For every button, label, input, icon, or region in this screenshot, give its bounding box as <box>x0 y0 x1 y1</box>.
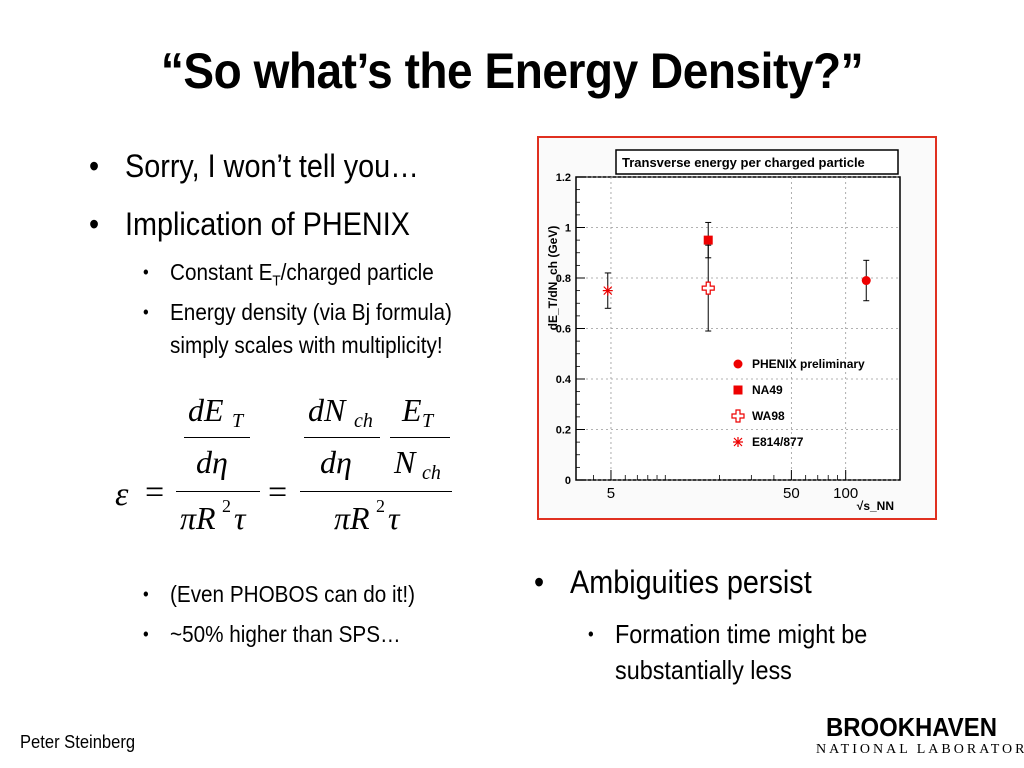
et-per-particle-chart: 0 0.2 0.4 0.6 0.8 1 1.2 5 50 100 PHENIX prelimina… <box>546 149 901 513</box>
x-tick-label: 100 <box>833 485 858 502</box>
y-tick-label: 0 <box>565 475 571 487</box>
sub-bullet-energy-density: Energy density (via Bj formula) simply s… <box>143 296 452 362</box>
legend-marker <box>733 359 743 369</box>
axis-layer: 0 0.2 0.4 0.6 0.8 1 1.2 5 50 100 <box>556 172 901 502</box>
constant-suffix: /charged particle <box>280 259 434 285</box>
x-axis-label: √s_NN <box>857 499 894 513</box>
formula-ch-sub-1: ch <box>354 410 373 432</box>
formula-deta-2: dη <box>320 444 352 480</box>
chart-title-box <box>615 149 899 175</box>
formula-tau-2: τ <box>388 500 400 536</box>
formula-dE: dE <box>188 392 224 428</box>
formula-line-inner-2 <box>304 437 380 438</box>
bullet-ambiguities: Ambiguities persist <box>534 564 812 601</box>
bjorken-formula: ε = dE T dη πR 2 τ = dN ch dη E T N ch π… <box>112 392 472 542</box>
x-tick-label: 5 <box>607 485 615 502</box>
legend-label: WA98 <box>752 409 785 423</box>
legend-marker <box>733 437 743 447</box>
formula-equals-2: = <box>268 474 288 511</box>
bullet-implication: Implication of PHENIX <box>89 206 410 243</box>
formation-line-1: Formation time might be <box>615 619 868 649</box>
constant-prefix: Constant E <box>170 259 273 285</box>
data-point-phenix-preliminary <box>861 276 871 286</box>
legend-label: NA49 <box>752 383 783 397</box>
formula-line-inner-3 <box>390 437 450 438</box>
legend-marker <box>731 409 745 423</box>
formula-square-1: 2 <box>222 496 231 516</box>
formula-ch-sub-2: ch <box>422 462 441 484</box>
data-point-wa98 <box>701 281 715 295</box>
legend-layer: PHENIX preliminary NA49 WA98 E814/877 <box>731 357 865 449</box>
presenter-name: Peter Steinberg <box>20 732 136 752</box>
logo-brookhaven: BROOKHAVEN <box>826 712 997 742</box>
legend-label: E814/877 <box>752 435 804 449</box>
formation-line-2: substantially less <box>615 655 792 685</box>
formula-line-inner-1 <box>184 437 250 438</box>
brookhaven-logo: BROOKHAVEN NATIONAL LABORATORY <box>812 712 1024 760</box>
formula-piR-1: πR <box>180 500 216 536</box>
formula-E: E <box>402 392 422 428</box>
formula-line-main-1 <box>176 491 260 492</box>
y-tick-label: 0.2 <box>556 425 571 437</box>
formula-T-sub-1: T <box>232 410 244 432</box>
constant-subscript: T <box>272 272 281 290</box>
y-tick-label: 0.8 <box>556 273 571 285</box>
grid-layer <box>576 176 900 481</box>
formula-dN: dN <box>308 392 346 428</box>
formula-N: N <box>394 444 416 480</box>
formula-T-sub-2: T <box>422 410 434 432</box>
formula-equals-1: = <box>145 474 165 511</box>
legend-label: PHENIX preliminary <box>752 357 865 371</box>
energy-line-1: Energy density (via Bj formula) <box>170 299 452 325</box>
chart-panel: 0 0.2 0.4 0.6 0.8 1 1.2 5 50 100 PHENIX prelimina… <box>537 136 937 520</box>
legend-marker <box>733 385 743 395</box>
data-point-na49 <box>703 235 713 245</box>
bullet-higher-than-sps: ~50% higher than SPS… <box>143 618 401 651</box>
y-tick-label: 1.2 <box>556 172 571 184</box>
data-point-e814-877 <box>602 285 613 296</box>
formula-piR-2: πR <box>334 500 370 536</box>
chart-title: Transverse energy per charged particle <box>622 155 865 170</box>
formula-tau-1: τ <box>234 500 246 536</box>
formula-line-main-2 <box>300 491 452 492</box>
x-tick-label: 50 <box>783 485 800 502</box>
sub-bullet-constant-et: Constant ET/charged particle <box>143 256 434 298</box>
y-tick-label: 0.4 <box>556 374 572 386</box>
y-axis-label: dE_T/dN_ch (GeV) <box>546 226 560 331</box>
y-tick-label: 1 <box>565 223 571 235</box>
formula-square-2: 2 <box>376 496 385 516</box>
slide-title: “So what’s the Energy Density?” <box>160 43 864 99</box>
formula-deta-1: dη <box>196 444 228 480</box>
energy-line-2: simply scales with multiplicity! <box>170 332 443 358</box>
y-tick-label: 0.6 <box>556 324 571 336</box>
data-layer <box>602 221 871 332</box>
logo-national-laboratory: NATIONAL LABORATORY <box>816 742 1024 757</box>
bullet-phobos: (Even PHOBOS can do it!) <box>143 578 415 611</box>
sub-bullet-formation-time: Formation time might be substantially le… <box>588 616 868 688</box>
bullet-sorry: Sorry, I won’t tell you… <box>89 148 419 185</box>
formula-epsilon: ε <box>115 476 129 513</box>
